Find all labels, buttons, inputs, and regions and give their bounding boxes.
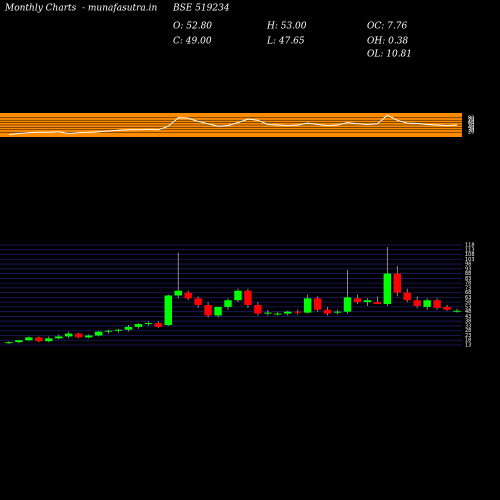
- symbol: BSE 519234: [172, 4, 230, 14]
- y-tick-label: 118: [465, 243, 475, 249]
- stat: OH: 0.38: [367, 37, 408, 47]
- y-tick-label: 93: [465, 266, 471, 272]
- y-tick-label: 43: [465, 314, 471, 320]
- candle-body: [194, 298, 202, 305]
- y-tick-label: 68: [465, 290, 471, 296]
- candle-body: [45, 338, 53, 342]
- candle-body: [433, 300, 441, 308]
- candle-body: [443, 306, 451, 310]
- candle-body: [423, 300, 431, 307]
- candle-body: [333, 311, 342, 313]
- candle-body: [15, 340, 23, 343]
- y-tick-label: 28: [465, 328, 471, 334]
- y-tick-label: 73: [465, 285, 471, 291]
- y-tick-label: 33: [465, 323, 471, 329]
- candle-body: [164, 295, 173, 325]
- candle-body: [293, 311, 302, 313]
- stat: H: 53.00: [266, 22, 307, 32]
- indicator-tick-label: 70: [468, 118, 474, 124]
- candle-body: [244, 290, 252, 305]
- candle-body: [403, 292, 411, 301]
- candle-body: [104, 330, 113, 332]
- candle-body: [264, 312, 272, 314]
- indicator-tick-label: 80: [468, 115, 474, 121]
- candle-body: [94, 331, 103, 336]
- candle-body: [453, 310, 461, 312]
- candle-body: [214, 306, 222, 316]
- candle-body: [74, 333, 83, 338]
- candle-body: [303, 298, 312, 313]
- indicator-tick-label: 20: [468, 130, 474, 136]
- candle-body: [134, 324, 143, 327]
- candle-body: [84, 335, 93, 338]
- y-tick-label: 78: [465, 281, 471, 287]
- candle-body: [343, 297, 352, 312]
- y-tick-label: 98: [465, 262, 471, 268]
- stat: C: 49.00: [173, 37, 212, 47]
- y-tick-label: 83: [465, 276, 471, 282]
- candle-body: [254, 305, 262, 314]
- candle-body: [174, 290, 182, 296]
- candle-body: [204, 305, 212, 316]
- candle-body: [154, 323, 163, 327]
- y-tick-label: 88: [465, 271, 471, 277]
- y-tick-label: 113: [465, 247, 475, 253]
- stat: OC: 7.76: [367, 22, 407, 32]
- candle-body: [383, 273, 392, 305]
- stat: L: 47.65: [266, 37, 305, 47]
- stat: OL: 10.81: [367, 50, 412, 60]
- candle-body: [274, 313, 282, 315]
- candle-body: [323, 309, 332, 314]
- candle-body: [35, 337, 43, 342]
- y-tick-label: 48: [465, 309, 471, 315]
- source: - munafasutra.in: [82, 4, 158, 14]
- indicator-tick-label: 30: [468, 127, 474, 133]
- candle-body: [413, 300, 421, 306]
- candle-body: [393, 273, 402, 293]
- indicator-line: [8, 114, 458, 136]
- candle-body: [373, 302, 382, 305]
- indicator-tick-label: 60: [468, 120, 474, 126]
- candle-body: [25, 337, 33, 341]
- candle-body: [313, 298, 322, 310]
- y-tick-label: 18: [465, 338, 471, 344]
- y-tick-label: 63: [465, 295, 471, 301]
- candle-body: [353, 298, 362, 303]
- candle-body: [144, 323, 153, 325]
- y-tick-label: 108: [465, 252, 475, 258]
- candle-body: [114, 329, 123, 331]
- candle-body: [234, 290, 242, 301]
- y-tick-label: 53: [465, 304, 471, 310]
- indicator-tick-label: 40: [468, 125, 474, 131]
- candle-body: [284, 311, 292, 314]
- indicator-tick-label: 50: [468, 123, 474, 129]
- candle-body: [64, 333, 73, 337]
- y-tick-label: 58: [465, 300, 471, 306]
- y-tick-label: 38: [465, 319, 471, 325]
- stat: O: 52.80: [173, 22, 212, 32]
- y-tick-label: 103: [465, 257, 475, 263]
- candle-body: [224, 300, 232, 307]
- y-tick-label: 13: [465, 343, 471, 349]
- candle-body: [124, 326, 133, 330]
- candle-body: [55, 336, 63, 339]
- candle-body: [363, 300, 372, 303]
- candle-body: [5, 342, 13, 344]
- chart-title: Monthly Charts: [4, 4, 77, 14]
- y-tick-label: 23: [465, 333, 471, 339]
- candle-body: [184, 292, 192, 299]
